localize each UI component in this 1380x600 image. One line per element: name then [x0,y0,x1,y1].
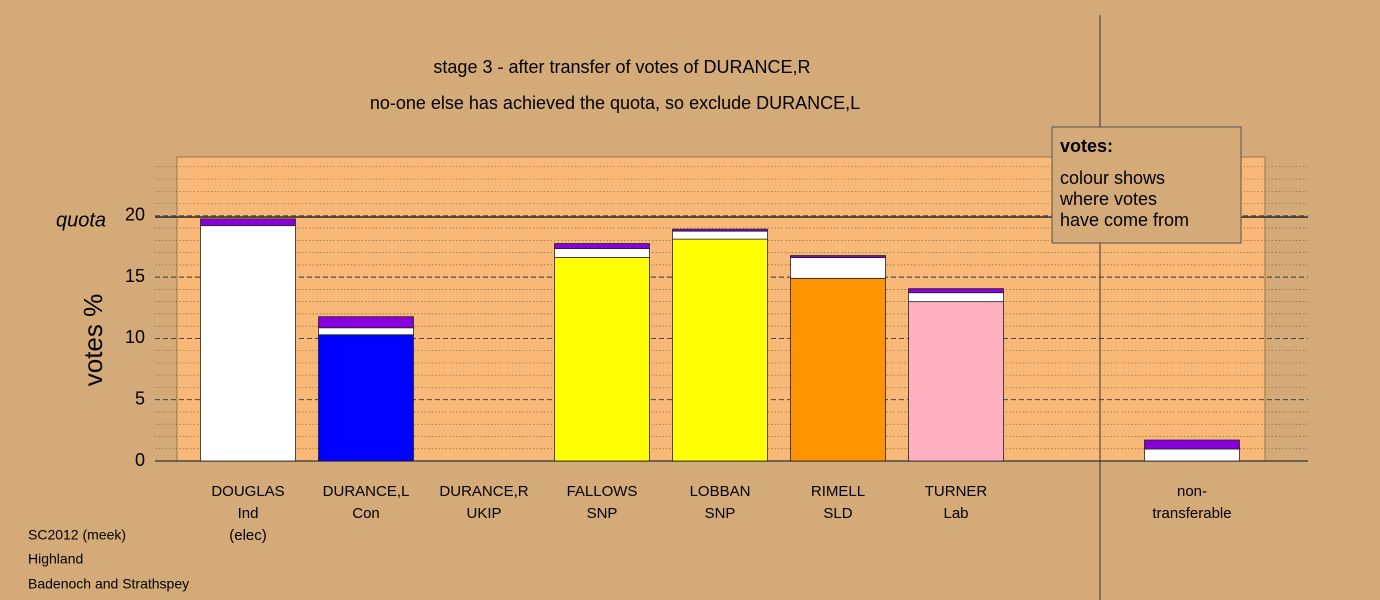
bar-segment [672,238,768,462]
legend-box [1051,126,1242,244]
x-tick-label: DURANCE,L [323,483,410,500]
y-tick-label: 15 [125,266,145,286]
x-tick-label: (elec) [229,527,267,544]
bar-segment [908,301,1004,462]
chart-title: stage 3 - after transfer of votes of DUR… [433,57,810,77]
bar-segment [1144,439,1240,450]
x-tick-label: SNP [587,505,618,522]
x-tick-label: Lab [943,505,968,522]
quota-label: quota [56,209,106,231]
x-tick-label: RIMELL [811,483,865,500]
y-tick-label: 10 [125,327,145,347]
legend-title: votes: [1060,136,1113,156]
bar-segment [200,225,296,462]
legend-text: colour shows [1060,168,1165,188]
bar-segment [200,218,296,227]
bar-segment [672,228,768,232]
legend-text: where votes [1059,189,1157,209]
y-tick-label: 0 [135,450,145,470]
bar-segment [908,288,1004,294]
x-tick-label: transferable [1152,505,1231,522]
bar-segment [790,255,886,258]
bar-segment [554,243,650,249]
y-tick-label: 20 [125,205,145,225]
bar-segment [554,248,650,258]
bar-segment [318,316,414,329]
footer-text: SC2012 (meek) [28,527,126,543]
bar-segment [908,292,1004,303]
x-tick-label: FALLOWS [567,483,638,500]
x-tick-label: TURNER [925,483,988,500]
x-tick-label: SLD [823,505,852,522]
x-tick-label: UKIP [466,505,501,522]
bar-segment [790,257,886,279]
legend-text: have come from [1060,210,1189,230]
x-tick-label: SNP [705,505,736,522]
x-tick-label: LOBBAN [690,483,751,500]
x-tick-label: Ind [238,505,259,522]
y-axis-label: votes % [78,294,108,387]
footer-text: Highland [28,551,83,567]
y-tick-label: 5 [135,388,145,408]
x-tick-label: DOUGLAS [211,483,284,500]
chart-subtitle: no-one else has achieved the quota, so e… [370,93,860,113]
x-tick-label: DURANCE,R [439,483,528,500]
bar-segment [1144,448,1240,462]
bar-segment [790,277,886,462]
footer-text: Badenoch and Strathspey [28,576,189,592]
bar-segment [554,257,650,462]
x-tick-label: Con [352,505,380,522]
bar-segment [672,230,768,240]
bar-segment [318,327,414,336]
x-tick-label: non- [1177,483,1207,500]
bar-segment [318,334,414,462]
